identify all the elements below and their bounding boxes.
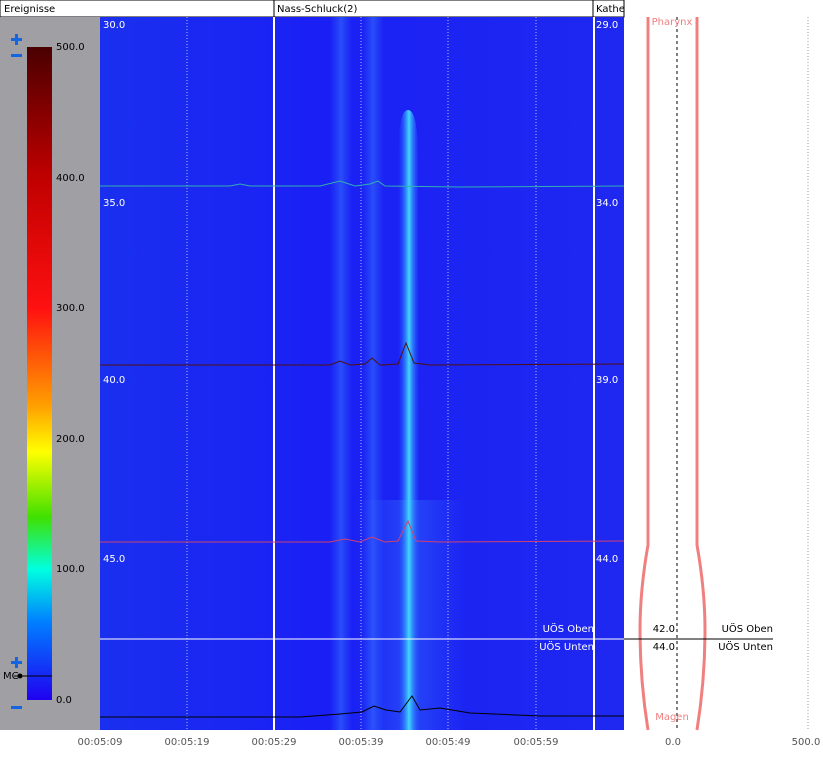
marker-value: 44.0 [653, 642, 675, 653]
colorbar-tick: 400.0 [56, 173, 85, 184]
depth-label: 30.0 [103, 20, 125, 31]
colorbar [27, 47, 52, 700]
trace [100, 695, 624, 718]
zoom-buttons [11, 34, 22, 709]
traces [100, 180, 625, 718]
colorbar-tick: 0.0 [56, 695, 72, 706]
time-label: 00:05:29 [252, 737, 297, 748]
time-label: 00:05:19 [165, 737, 210, 748]
colorbar-tick: 100.0 [56, 564, 85, 575]
time-label: 00:05:59 [514, 737, 559, 748]
trace [100, 519, 625, 543]
mc-handle[interactable] [17, 673, 23, 679]
time-label: 00:05:09 [78, 737, 123, 748]
profile-outline [638, 17, 650, 731]
depth-label: 44.0 [596, 554, 618, 565]
depth-labels: 30.0 35.0 40.0 45.0 29.0 34.0 39.0 44.0 [103, 20, 618, 565]
colorbar-tick: 500.0 [56, 42, 85, 53]
event-title: Ereignisse [4, 4, 55, 15]
time-grid [186, 17, 537, 730]
profile-tick: 0.0 [665, 737, 681, 748]
plus-button[interactable] [15, 34, 18, 45]
profile-label: Pharynx [652, 17, 693, 28]
minus-button[interactable] [11, 706, 22, 709]
profile-label: Magen [655, 712, 689, 723]
plus-button[interactable] [15, 657, 18, 668]
pressure-band [398, 110, 420, 730]
profile-tick: 500.0 [792, 737, 821, 748]
event-label[interactable]: Nass-Schluck(2) [277, 4, 357, 15]
depth-label: 40.0 [103, 375, 125, 386]
time-label: 00:05:49 [426, 737, 471, 748]
depth-label: 45.0 [103, 554, 125, 565]
marker-value: 42.0 [653, 624, 675, 635]
mc-label: MC [3, 671, 19, 682]
minus-button[interactable] [11, 54, 22, 57]
colorbar-tick: 300.0 [56, 303, 85, 314]
profile-outline [695, 17, 707, 731]
depth-label: 34.0 [596, 198, 618, 209]
colorbar-ticks: 500.0 400.0 300.0 200.0 100.0 0.0 [56, 42, 85, 706]
depth-label: 29.0 [596, 20, 618, 31]
trace [100, 341, 625, 366]
time-label: 00:05:39 [339, 737, 384, 748]
marker-label: UÖS Oben [722, 622, 773, 635]
depth-label: 39.0 [596, 375, 618, 386]
marker-label: UÖS Oben [543, 622, 594, 635]
marker-label: UÖS Unten [539, 640, 594, 653]
depth-label: 35.0 [103, 198, 125, 209]
marker-label: UÖS Unten [718, 640, 773, 653]
trace [100, 180, 625, 188]
colorbar-tick: 200.0 [56, 434, 85, 445]
event-label[interactable]: Kathe [596, 4, 625, 15]
time-axis: 00:05:09 00:05:19 00:05:29 00:05:39 00:0… [78, 737, 821, 748]
pressure-band [330, 17, 352, 730]
